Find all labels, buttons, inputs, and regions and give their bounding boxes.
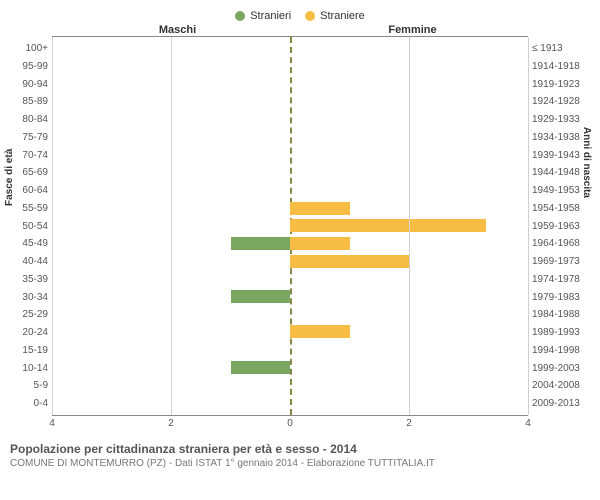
side-title-male: Maschi (10, 24, 295, 36)
x-axis: 4 2 0 2 4 (10, 418, 590, 432)
x-tick: 4 (49, 418, 55, 429)
bar-male (231, 290, 291, 303)
bar-row (52, 306, 528, 323)
bar-row (52, 217, 528, 234)
x-tick: 4 (525, 418, 531, 429)
legend-male-label: Stranieri (250, 10, 291, 22)
birth-label: 1959-1963 (532, 218, 590, 235)
birth-label: 2004-2008 (532, 377, 590, 394)
legend-female-label: Straniere (320, 10, 365, 22)
age-label: 75-79 (10, 129, 48, 146)
x-tick: 2 (406, 418, 412, 429)
plot-area (52, 36, 528, 416)
age-label: 20-24 (10, 324, 48, 341)
age-label: 15-19 (10, 342, 48, 359)
legend: Stranieri Straniere (10, 10, 590, 22)
age-label: 50-54 (10, 218, 48, 235)
birth-label: 1974-1978 (532, 271, 590, 288)
age-label: 10-14 (10, 360, 48, 377)
y-axis-label-right: Anni di nascita (581, 127, 592, 198)
bar-row (52, 341, 528, 358)
bar-row (52, 253, 528, 270)
bar-row (52, 147, 528, 164)
age-label: 70-74 (10, 147, 48, 164)
bar-row (52, 94, 528, 111)
birth-label: 1964-1968 (532, 235, 590, 252)
bar-row (52, 359, 528, 376)
age-label: 5-9 (10, 377, 48, 394)
birth-label: 1969-1973 (532, 253, 590, 270)
bar-row (52, 164, 528, 181)
birth-label: ≤ 1913 (532, 40, 590, 57)
x-tick: 2 (168, 418, 174, 429)
birth-label: 1989-1993 (532, 324, 590, 341)
bar-female (290, 202, 350, 215)
birth-label: 1954-1958 (532, 200, 590, 217)
age-label: 45-49 (10, 235, 48, 252)
age-label: 100+ (10, 40, 48, 57)
birth-label: 1914-1918 (532, 58, 590, 75)
bar-row (52, 270, 528, 287)
birth-label: 1929-1933 (532, 111, 590, 128)
age-label: 40-44 (10, 253, 48, 270)
gridline (409, 37, 410, 415)
y-axis-label-left: Fasce di età (4, 149, 15, 206)
bar-female (290, 219, 486, 232)
bar-male (231, 237, 291, 250)
birth-label: 2009-2013 (532, 395, 590, 412)
age-label: 65-69 (10, 164, 48, 181)
bar-row (52, 112, 528, 129)
birth-label: 1924-1928 (532, 93, 590, 110)
legend-male: Stranieri (235, 10, 291, 22)
bar-male (231, 361, 291, 374)
side-titles: Maschi Femmine (10, 24, 590, 36)
legend-female: Straniere (305, 10, 365, 22)
age-label: 55-59 (10, 200, 48, 217)
age-label: 95-99 (10, 58, 48, 75)
bar-female (290, 255, 409, 268)
gridline (52, 37, 53, 415)
birth-label: 1994-1998 (532, 342, 590, 359)
chart: Fasce di età Anni di nascita 100+95-9990… (10, 36, 590, 416)
gridline (171, 37, 172, 415)
bar-row (52, 59, 528, 76)
bar-rows (52, 41, 528, 411)
bar-female (290, 325, 350, 338)
birth-label: 1984-1988 (532, 306, 590, 323)
caption-title: Popolazione per cittadinanza straniera p… (10, 442, 590, 456)
caption-subtitle: COMUNE DI MONTEMURRO (PZ) - Dati ISTAT 1… (10, 458, 590, 469)
age-label: 80-84 (10, 111, 48, 128)
age-label: 0-4 (10, 395, 48, 412)
bar-row (52, 129, 528, 146)
caption: Popolazione per cittadinanza straniera p… (10, 442, 590, 469)
birth-label: 1919-1923 (532, 76, 590, 93)
gridline (528, 37, 529, 415)
side-title-female: Femmine (295, 24, 590, 36)
bar-female (290, 237, 350, 250)
age-label: 90-94 (10, 76, 48, 93)
x-tick: 0 (287, 418, 293, 429)
age-label: 35-39 (10, 271, 48, 288)
bar-row (52, 323, 528, 340)
legend-male-swatch (235, 11, 245, 21)
bar-row (52, 376, 528, 393)
bar-row (52, 235, 528, 252)
bar-row (52, 394, 528, 411)
bar-row (52, 288, 528, 305)
bar-row (52, 182, 528, 199)
x-axis-ticks: 4 2 0 2 4 (52, 418, 528, 432)
age-label: 25-29 (10, 306, 48, 323)
y-axis-left: 100+95-9990-9485-8980-8475-7970-7465-696… (10, 36, 52, 416)
age-label: 30-34 (10, 289, 48, 306)
age-label: 60-64 (10, 182, 48, 199)
bar-row (52, 76, 528, 93)
age-label: 85-89 (10, 93, 48, 110)
y-axis-right: ≤ 19131914-19181919-19231924-19281929-19… (528, 36, 590, 416)
birth-label: 1999-2003 (532, 360, 590, 377)
legend-female-swatch (305, 11, 315, 21)
bar-row (52, 200, 528, 217)
bar-row (52, 41, 528, 58)
birth-label: 1979-1983 (532, 289, 590, 306)
